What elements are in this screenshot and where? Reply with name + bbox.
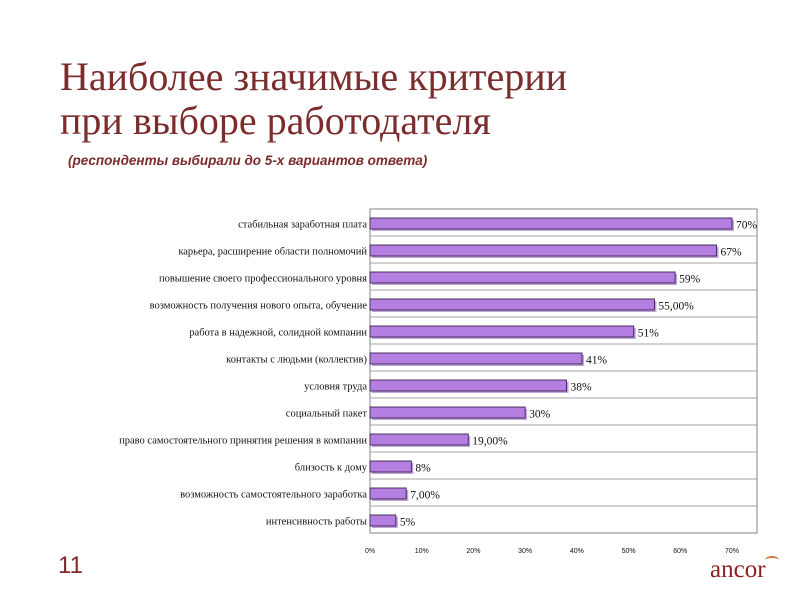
chart-x-tick-label: 10% xyxy=(415,548,429,555)
chart-value-label: 59% xyxy=(679,274,701,286)
chart-value-label: 5% xyxy=(400,517,416,529)
chart-category-labels: стабильная заработная плата карьера, расш… xyxy=(119,220,368,528)
chart-x-tick-label: 60% xyxy=(673,548,687,555)
ancor-logo: ancor xyxy=(710,556,766,583)
chart-x-tick-label: 70% xyxy=(725,548,739,555)
chart-category-label: близость к дому xyxy=(295,463,368,474)
chart-bar xyxy=(369,514,398,528)
slide-title-line-1: Наиболее значимые критерии xyxy=(60,54,568,99)
chart-bar xyxy=(369,271,678,285)
chart-bar xyxy=(369,298,657,312)
logo-arc-icon xyxy=(765,556,779,564)
slide-subtitle: (респонденты выбирали до 5-х вариантов о… xyxy=(68,153,428,168)
chart-bar xyxy=(369,406,528,420)
chart-category-label: стабильная заработная плата xyxy=(238,220,367,231)
chart-value-label: 19,00% xyxy=(472,436,508,448)
chart-value-label: 51% xyxy=(638,328,660,340)
chart-bar xyxy=(369,325,636,339)
slide-title: Наиболее значимые критерии при выборе ра… xyxy=(60,55,760,143)
chart-value-labels: 70% 67% 59% 55,00% 51% 41% 38% 30% 19,00% 8% 7,00%… xyxy=(400,220,758,529)
chart-bar xyxy=(369,379,569,393)
chart-category-label: повышение своего профессионального уровн… xyxy=(159,274,367,285)
chart-value-label: 7,00% xyxy=(410,490,440,502)
chart-x-tick-label: 40% xyxy=(570,548,584,555)
page-number: 11 xyxy=(58,552,83,579)
chart-bars xyxy=(369,217,734,528)
chart-value-label: 8% xyxy=(415,463,431,475)
chart-value-label: 38% xyxy=(571,382,593,394)
chart-x-tick-label: 50% xyxy=(622,548,636,555)
chart-bar xyxy=(369,244,719,258)
chart-bar xyxy=(369,460,414,474)
chart-bar xyxy=(369,217,734,231)
chart-value-label: 41% xyxy=(586,355,608,367)
chart-x-tick-labels: 0% 10% 20% 30% 40% 50% 60% 70% xyxy=(365,548,739,555)
chart-x-tick-label: 20% xyxy=(466,548,480,555)
slide-title-line-2: при выборе работодателя xyxy=(60,98,491,143)
chart-category-label: контакты с людьми (коллектив) xyxy=(226,355,367,366)
chart-category-label: возможность получения нового опыта, обуч… xyxy=(150,301,368,312)
chart-bar xyxy=(369,352,585,366)
chart-category-label: интенсивность работы xyxy=(266,517,367,528)
chart-value-label: 55,00% xyxy=(658,301,694,313)
chart-category-label: работа в надежной, солидной компании xyxy=(189,328,367,339)
chart-x-tick-label: 30% xyxy=(518,548,532,555)
chart-category-label: карьера, расширение области полномочий xyxy=(178,247,367,258)
chart-x-tick-label: 0% xyxy=(365,548,375,555)
chart-category-label: право самостоятельного принятия решения … xyxy=(119,436,367,447)
chart-category-label: социальный пакет xyxy=(286,409,368,420)
chart-value-label: 30% xyxy=(529,409,551,421)
chart-bar xyxy=(369,433,471,447)
chart-row-lines xyxy=(370,235,757,507)
chart-value-label: 67% xyxy=(720,247,742,259)
chart-bar xyxy=(369,487,409,501)
chart-category-label: возможность самостоятельного заработка xyxy=(180,490,367,501)
chart-category-label: условия труда xyxy=(304,382,367,393)
chart-value-label: 70% xyxy=(736,220,758,232)
